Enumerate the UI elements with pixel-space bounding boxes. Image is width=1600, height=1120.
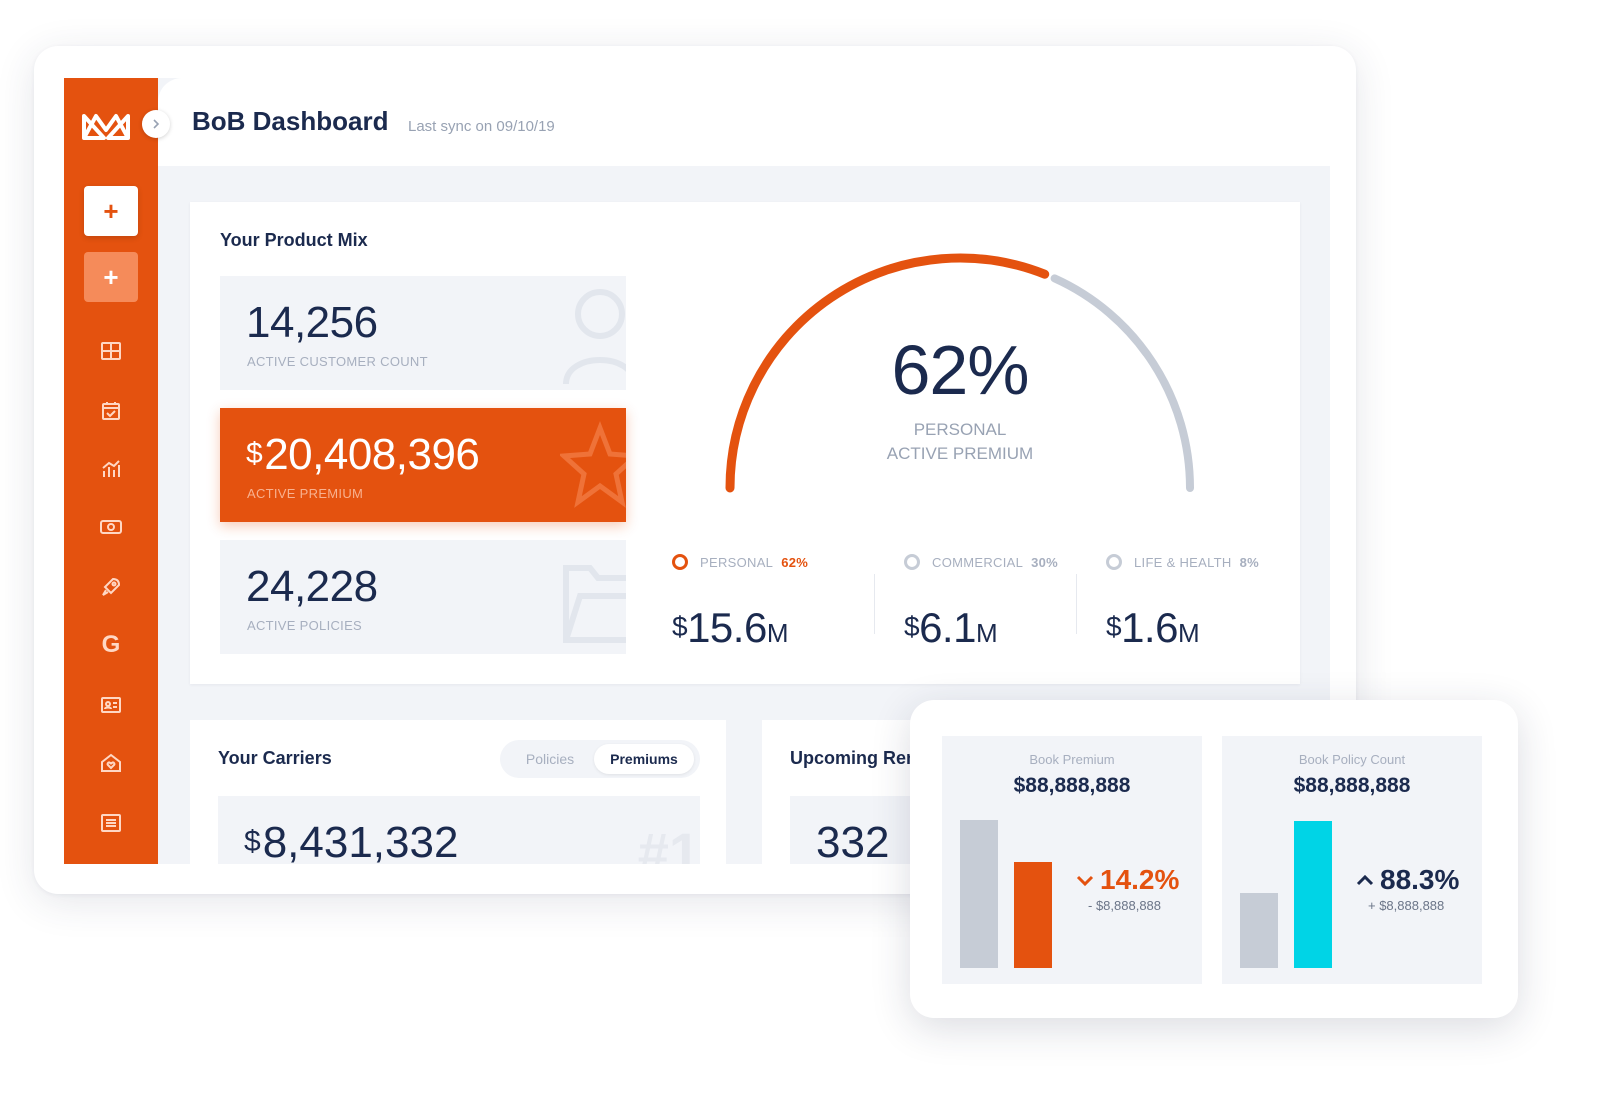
sidebar: + + G bbox=[64, 78, 158, 864]
book-premium-panel[interactable]: Book Premium $88,888,888 14.2% - $8,888,… bbox=[942, 736, 1202, 984]
folder-icon bbox=[563, 565, 626, 643]
book-policy-count-change-amount: + $8,888,888 bbox=[1368, 898, 1445, 913]
grid-icon[interactable] bbox=[96, 336, 126, 366]
personal-amount-unit: M bbox=[766, 618, 789, 648]
book-premium-change: 14.2% bbox=[1074, 864, 1179, 896]
legend-commercial-name: COMMERCIAL bbox=[932, 554, 1024, 570]
comparison-card: Book Premium $88,888,888 14.2% - $8,888,… bbox=[910, 700, 1518, 1018]
user-icon bbox=[563, 289, 626, 385]
bar-current bbox=[1014, 862, 1052, 968]
active-premium-amount: 20,408,396 bbox=[264, 430, 480, 479]
carriers-title: Your Carriers bbox=[218, 748, 332, 768]
radio-commercial-icon bbox=[904, 554, 920, 570]
personal-amount: $15.6M bbox=[672, 604, 789, 652]
legend-commercial[interactable]: COMMERCIAL 30% bbox=[904, 554, 1058, 570]
chevron-right-icon bbox=[153, 119, 160, 129]
book-policy-count-value: $88,888,888 bbox=[1293, 774, 1411, 797]
book-policy-count-change: 88.3% bbox=[1354, 864, 1459, 896]
chevron-down-icon bbox=[1076, 875, 1094, 887]
header: BoB Dashboard Last sync on 09/10/19 bbox=[158, 78, 1330, 166]
gauge-label: PERSONAL ACTIVE PREMIUM bbox=[790, 418, 1130, 466]
toggle-premiums[interactable]: Premiums bbox=[594, 744, 694, 774]
legend-personal-name: PERSONAL bbox=[700, 554, 774, 570]
cash-icon[interactable] bbox=[96, 512, 126, 542]
rocket-icon[interactable] bbox=[96, 572, 126, 602]
commercial-amount: $6.1M bbox=[904, 604, 998, 652]
radio-life-health-icon bbox=[1106, 554, 1122, 570]
book-policy-count-title: Book Policy Count bbox=[1298, 752, 1406, 767]
calendar-check-icon[interactable] bbox=[96, 396, 126, 426]
gauge-label-line2: ACTIVE PREMIUM bbox=[886, 444, 1034, 463]
legend-personal-pct: 62% bbox=[781, 554, 809, 570]
id-card-icon[interactable] bbox=[96, 690, 126, 720]
currency-symbol: $ bbox=[672, 611, 688, 642]
book-premium-value: $88,888,888 bbox=[1013, 774, 1131, 797]
star-icon bbox=[560, 421, 626, 508]
life-health-amount-unit: M bbox=[1177, 618, 1200, 648]
add-secondary-button[interactable]: + bbox=[84, 252, 138, 302]
legend-life-health-name: LIFE & HEALTH bbox=[1134, 554, 1232, 570]
bar-current bbox=[1294, 821, 1332, 968]
bar-previous bbox=[1240, 893, 1278, 968]
gauge-track bbox=[1050, 274, 1194, 492]
g-letter: G bbox=[101, 631, 121, 658]
carrier-value: $8,431,332 bbox=[244, 818, 458, 864]
sidebar-expand-button[interactable] bbox=[142, 110, 170, 138]
product-mix-title: Your Product Mix bbox=[220, 230, 368, 250]
currency-symbol: $ bbox=[246, 437, 263, 470]
analytics-chart-icon[interactable] bbox=[96, 454, 126, 484]
legend-life-health[interactable]: LIFE & HEALTH 8% bbox=[1106, 554, 1259, 570]
home-heart-icon[interactable] bbox=[96, 748, 126, 778]
currency-symbol: $ bbox=[244, 825, 261, 858]
gauge-fill bbox=[725, 253, 1050, 493]
toggle-policies[interactable]: Policies bbox=[525, 751, 575, 767]
product-mix-card: Your Product Mix 14,256 ACTIVE CUSTOMER … bbox=[190, 202, 1300, 684]
add-button[interactable]: + bbox=[84, 186, 138, 236]
commercial-amount-value: 6.1 bbox=[919, 604, 976, 651]
personal-amount-value: 15.6 bbox=[687, 604, 767, 651]
rank-badge: #1 bbox=[637, 821, 700, 864]
active-premium-tile[interactable]: $20,408,396 ACTIVE PREMIUM bbox=[220, 408, 626, 522]
life-health-amount: $1.6M bbox=[1106, 604, 1200, 652]
divider bbox=[874, 574, 875, 634]
active-premium-value: $20,408,396 bbox=[246, 430, 480, 480]
divider bbox=[1076, 574, 1077, 634]
legend-life-health-pct: 8% bbox=[1239, 554, 1259, 570]
customer-count-tile[interactable]: 14,256 ACTIVE CUSTOMER COUNT bbox=[220, 276, 626, 390]
legend-personal[interactable]: PERSONAL 62% bbox=[672, 554, 808, 570]
book-premium-change-amount: - $8,888,888 bbox=[1088, 898, 1162, 913]
chevron-up-icon bbox=[1356, 874, 1374, 886]
carriers-toggle: Policies Premiums bbox=[500, 740, 700, 778]
page-title: BoB Dashboard bbox=[192, 106, 389, 136]
customer-count-label: ACTIVE CUSTOMER COUNT bbox=[247, 354, 428, 369]
renewals-title: Upcoming Ren bbox=[790, 748, 918, 768]
currency-symbol: $ bbox=[904, 611, 920, 642]
book-policy-count-panel[interactable]: Book Policy Count $88,888,888 88.3% + $8… bbox=[1222, 736, 1482, 984]
renewal-value: 332 bbox=[816, 818, 890, 864]
book-policy-count-change-value: 88.3% bbox=[1380, 864, 1460, 895]
carrier-amount: 8,431,332 bbox=[262, 818, 459, 864]
radio-personal-icon bbox=[672, 554, 688, 570]
premium-gauge bbox=[725, 253, 1194, 493]
life-health-amount-value: 1.6 bbox=[1121, 604, 1178, 651]
list-icon[interactable] bbox=[96, 808, 126, 838]
customer-count-value: 14,256 bbox=[246, 298, 378, 347]
active-policies-label: ACTIVE POLICIES bbox=[247, 618, 363, 633]
bar-previous bbox=[960, 820, 998, 968]
last-sync-text: Last sync on 09/10/19 bbox=[408, 118, 555, 135]
commercial-amount-unit: M bbox=[975, 618, 998, 648]
book-premium-title: Book Premium bbox=[1029, 752, 1115, 767]
carrier-tile[interactable]: $8,431,332 #1 bbox=[218, 796, 700, 864]
currency-symbol: $ bbox=[1106, 611, 1122, 642]
g-icon[interactable]: G bbox=[96, 630, 126, 660]
logo-icon bbox=[82, 114, 130, 140]
active-policies-value: 24,228 bbox=[246, 562, 378, 611]
gauge-percent: 62% bbox=[891, 331, 1029, 409]
carriers-card: Your Carriers Policies Premiums $8,431,3… bbox=[190, 720, 726, 864]
book-premium-change-value: 14.2% bbox=[1100, 864, 1180, 895]
active-premium-label: ACTIVE PREMIUM bbox=[247, 486, 364, 501]
active-policies-tile[interactable]: 24,228 ACTIVE POLICIES bbox=[220, 540, 626, 654]
gauge-label-line1: PERSONAL bbox=[913, 420, 1007, 439]
legend-commercial-pct: 30% bbox=[1031, 554, 1059, 570]
